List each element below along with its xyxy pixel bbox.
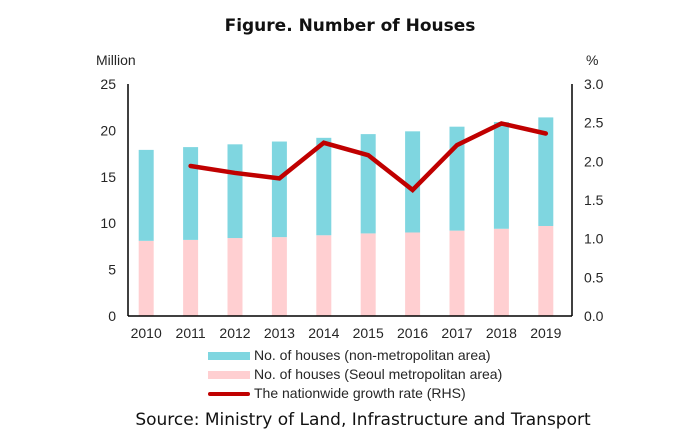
bar-seoul-metro-2015 (360, 233, 376, 316)
bar-non-metro-2010 (138, 149, 154, 241)
right-tick-label: 3.0 (584, 76, 604, 92)
x-tick-label: 2012 (219, 325, 250, 341)
right-tick-label: 1.0 (584, 231, 604, 247)
bar-seoul-metro-2016 (405, 232, 421, 316)
legend-swatch-non-metro (208, 351, 250, 360)
x-tick-label: 2017 (441, 325, 472, 341)
right-tick-label: 2.5 (584, 115, 604, 131)
left-tick-label: 0 (108, 308, 116, 324)
left-tick-label: 20 (100, 122, 116, 138)
x-tick-label: 2010 (131, 325, 162, 341)
x-tick-label: 2011 (176, 325, 206, 341)
legend-item-non-metro: No. of houses (non-metropolitan area) (208, 346, 502, 365)
bar-seoul-metro-2013 (271, 237, 287, 316)
bar-seoul-metro-2011 (183, 239, 199, 316)
x-tick-label: 2016 (397, 325, 428, 341)
legend-item-growth-rate: The nationwide growth rate (RHS) (208, 384, 502, 403)
right-tick-label: 0.0 (584, 308, 604, 324)
right-tick-label: 1.5 (584, 192, 604, 208)
left-tick-label: 10 (100, 215, 116, 231)
x-tick-label: 2014 (308, 325, 339, 341)
bar-non-metro-2013 (271, 141, 287, 238)
legend-label-growth-rate: The nationwide growth rate (RHS) (254, 385, 466, 401)
x-tick-label: 2018 (486, 325, 517, 341)
bar-seoul-metro-2017 (449, 230, 465, 316)
left-axis-unit-label: Million (96, 52, 136, 68)
legend: No. of houses (non-metropolitan area) No… (208, 346, 502, 403)
source-note: Source: Ministry of Land, Infrastructure… (135, 410, 591, 430)
bar-non-metro-2018 (493, 122, 509, 229)
right-axis-unit-label: % (586, 52, 598, 68)
x-tick-label: 2019 (530, 325, 561, 341)
bar-seoul-metro-2019 (538, 225, 554, 316)
bar-non-metro-2017 (449, 126, 465, 231)
legend-item-seoul-metro: No. of houses (Seoul metropolitan area) (208, 365, 502, 384)
bar-seoul-metro-2014 (316, 235, 332, 316)
bars-layer (138, 117, 554, 316)
right-tick-label: 2.0 (584, 153, 604, 169)
bar-non-metro-2016 (405, 131, 421, 233)
legend-swatch-growth-rate (208, 391, 250, 396)
left-tick-label: 25 (100, 76, 116, 92)
legend-label-seoul-metro: No. of houses (Seoul metropolitan area) (254, 366, 503, 382)
bar-non-metro-2012 (227, 144, 243, 239)
bar-seoul-metro-2010 (138, 240, 154, 316)
x-tick-label: 2015 (353, 325, 384, 341)
right-tick-label: 0.5 (584, 269, 604, 285)
bar-seoul-metro-2012 (227, 238, 243, 316)
bar-seoul-metro-2018 (493, 228, 509, 316)
legend-label-non-metro: No. of houses (non-metropolitan area) (254, 347, 491, 363)
bar-non-metro-2014 (316, 137, 332, 236)
left-tick-label: 15 (100, 169, 116, 185)
legend-swatch-seoul-metro (208, 370, 250, 379)
chart-title: Figure. Number of Houses (224, 16, 476, 36)
left-tick-label: 5 (108, 262, 116, 278)
bar-non-metro-2015 (360, 134, 376, 234)
bar-non-metro-2011 (183, 147, 199, 240)
line-layer (188, 121, 549, 193)
bar-non-metro-2019 (538, 117, 554, 226)
x-tick-label: 2013 (264, 325, 295, 341)
axes-layer: 0 5 10 15 20 25 0.0 0.5 1.0 1.5 2.0 2.5 3.0 2010 2011 2… (96, 52, 604, 341)
